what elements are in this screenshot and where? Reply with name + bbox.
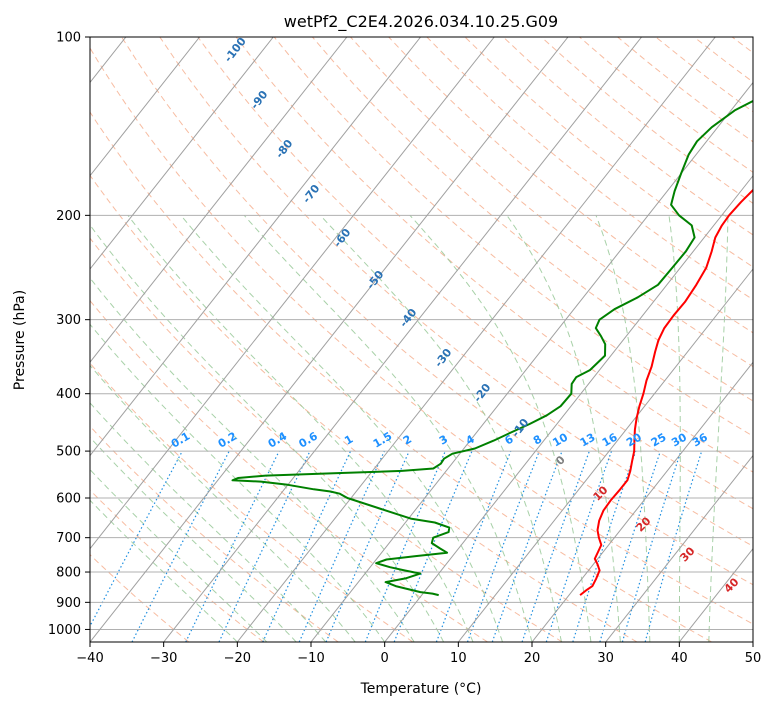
moist-adiabat-line bbox=[90, 402, 327, 642]
plot-frame bbox=[89, 36, 754, 643]
mixing-ratio-line bbox=[572, 450, 637, 642]
profile-series bbox=[231, 99, 753, 597]
isotherm-line bbox=[163, 37, 642, 642]
isotherm-line bbox=[90, 37, 200, 177]
x-tick-label: −10 bbox=[297, 651, 324, 666]
moist-adiabat-line bbox=[180, 214, 503, 642]
y-tick-label: 300 bbox=[56, 313, 81, 328]
y-tick-label: 200 bbox=[56, 209, 81, 224]
dry-adiabat-line bbox=[197, 37, 753, 510]
moist-adiabat-line bbox=[595, 215, 651, 642]
dry-adiabat-line bbox=[159, 37, 753, 547]
dry-adiabat-line bbox=[90, 299, 488, 642]
moist-adiabat-line bbox=[506, 215, 621, 642]
mixing-ratio-line bbox=[545, 450, 613, 642]
mixing-ratio-line bbox=[325, 450, 410, 642]
plot-area bbox=[90, 37, 753, 642]
mixing-ratio-line bbox=[298, 450, 385, 642]
isotherm-line bbox=[605, 454, 753, 642]
dry-adiabat-line bbox=[312, 37, 753, 402]
isotherm-line bbox=[236, 37, 716, 642]
isotherm-line bbox=[384, 174, 753, 642]
y-axis-label: Pressure (hPa) bbox=[12, 290, 28, 390]
mixing-ratio-line bbox=[521, 450, 590, 642]
y-tick-label: 100 bbox=[56, 31, 81, 46]
temperature-profile-line bbox=[579, 188, 753, 596]
x-tick-label: −40 bbox=[76, 651, 103, 666]
moist-adiabat-line bbox=[90, 224, 445, 642]
x-axis-label: Temperature (°C) bbox=[360, 681, 482, 697]
background-lines bbox=[90, 37, 753, 642]
dry-adiabat-line bbox=[273, 37, 753, 437]
dry-adiabat-line bbox=[121, 37, 753, 586]
moist-adiabat-line bbox=[668, 215, 681, 642]
x-tick-label: 40 bbox=[671, 651, 688, 666]
dry-adiabat-line bbox=[90, 425, 339, 642]
isotherm-line bbox=[90, 37, 274, 270]
dewpoint-profile-line bbox=[231, 99, 753, 597]
isotherm-line bbox=[531, 361, 753, 642]
mixing-ratio-line bbox=[621, 450, 682, 642]
moist-adiabat-line bbox=[90, 468, 268, 642]
y-tick-label: 900 bbox=[56, 596, 81, 611]
axis-ticks: −40 −30 −20 −10 0 10 20 30 40 50 100 200 300 400 500 60… bbox=[48, 31, 761, 667]
isotherm-line bbox=[310, 81, 753, 642]
y-tick-label: 1000 bbox=[48, 623, 81, 638]
moist-adiabat-line bbox=[127, 214, 474, 642]
y-tick-label: 600 bbox=[56, 492, 81, 507]
mixing-ratio-line bbox=[364, 450, 446, 642]
pressure-grid bbox=[90, 37, 753, 642]
x-tick-label: 30 bbox=[597, 651, 614, 666]
mixing-ratio-line bbox=[466, 450, 540, 642]
chart-title: wetPf2_C2E4.2026.034.10.25.G09 bbox=[284, 12, 558, 32]
dry-adiabat-line bbox=[90, 554, 190, 642]
y-tick-label: 400 bbox=[56, 387, 81, 402]
x-tick-label: 50 bbox=[745, 651, 762, 666]
isotherm-line bbox=[457, 268, 753, 642]
mixing-ratio-line bbox=[435, 450, 512, 642]
dry-adiabat-line bbox=[90, 174, 638, 642]
x-tick-label: 20 bbox=[524, 651, 541, 666]
moist-adiabat-line bbox=[90, 277, 415, 642]
mixing-ratio-line bbox=[491, 450, 563, 642]
dry-adiabat-line bbox=[90, 237, 563, 642]
moist-adiabat-line bbox=[708, 215, 729, 642]
isotherm-line bbox=[90, 37, 495, 550]
x-tick-label: 10 bbox=[450, 651, 467, 666]
mixing-ratio-line bbox=[90, 450, 183, 628]
x-tick-label: 0 bbox=[381, 651, 389, 666]
y-tick-label: 500 bbox=[56, 445, 81, 460]
moist-adiabat-line bbox=[90, 436, 297, 642]
moist-adiabat-line bbox=[319, 214, 562, 642]
isotherm-line bbox=[90, 37, 421, 457]
x-tick-label: −20 bbox=[224, 651, 251, 666]
moist-adiabat-line bbox=[90, 364, 356, 642]
mixing-ratio-line bbox=[599, 450, 661, 642]
y-tick-label: 700 bbox=[56, 531, 81, 546]
isotherm-line bbox=[90, 37, 569, 642]
dry-adiabat-line bbox=[235, 37, 753, 473]
mixing-ratio-line bbox=[185, 450, 280, 642]
moist-adiabat-line bbox=[243, 214, 533, 642]
y-tick-label: 800 bbox=[56, 566, 81, 581]
dry-adiabat-line bbox=[350, 37, 753, 368]
dry-adiabat-line bbox=[90, 111, 712, 642]
x-tick-label: −30 bbox=[150, 651, 177, 666]
moist-adiabat-line bbox=[90, 499, 238, 642]
dry-adiabat-line bbox=[90, 47, 753, 625]
isotherm-line bbox=[90, 37, 348, 364]
